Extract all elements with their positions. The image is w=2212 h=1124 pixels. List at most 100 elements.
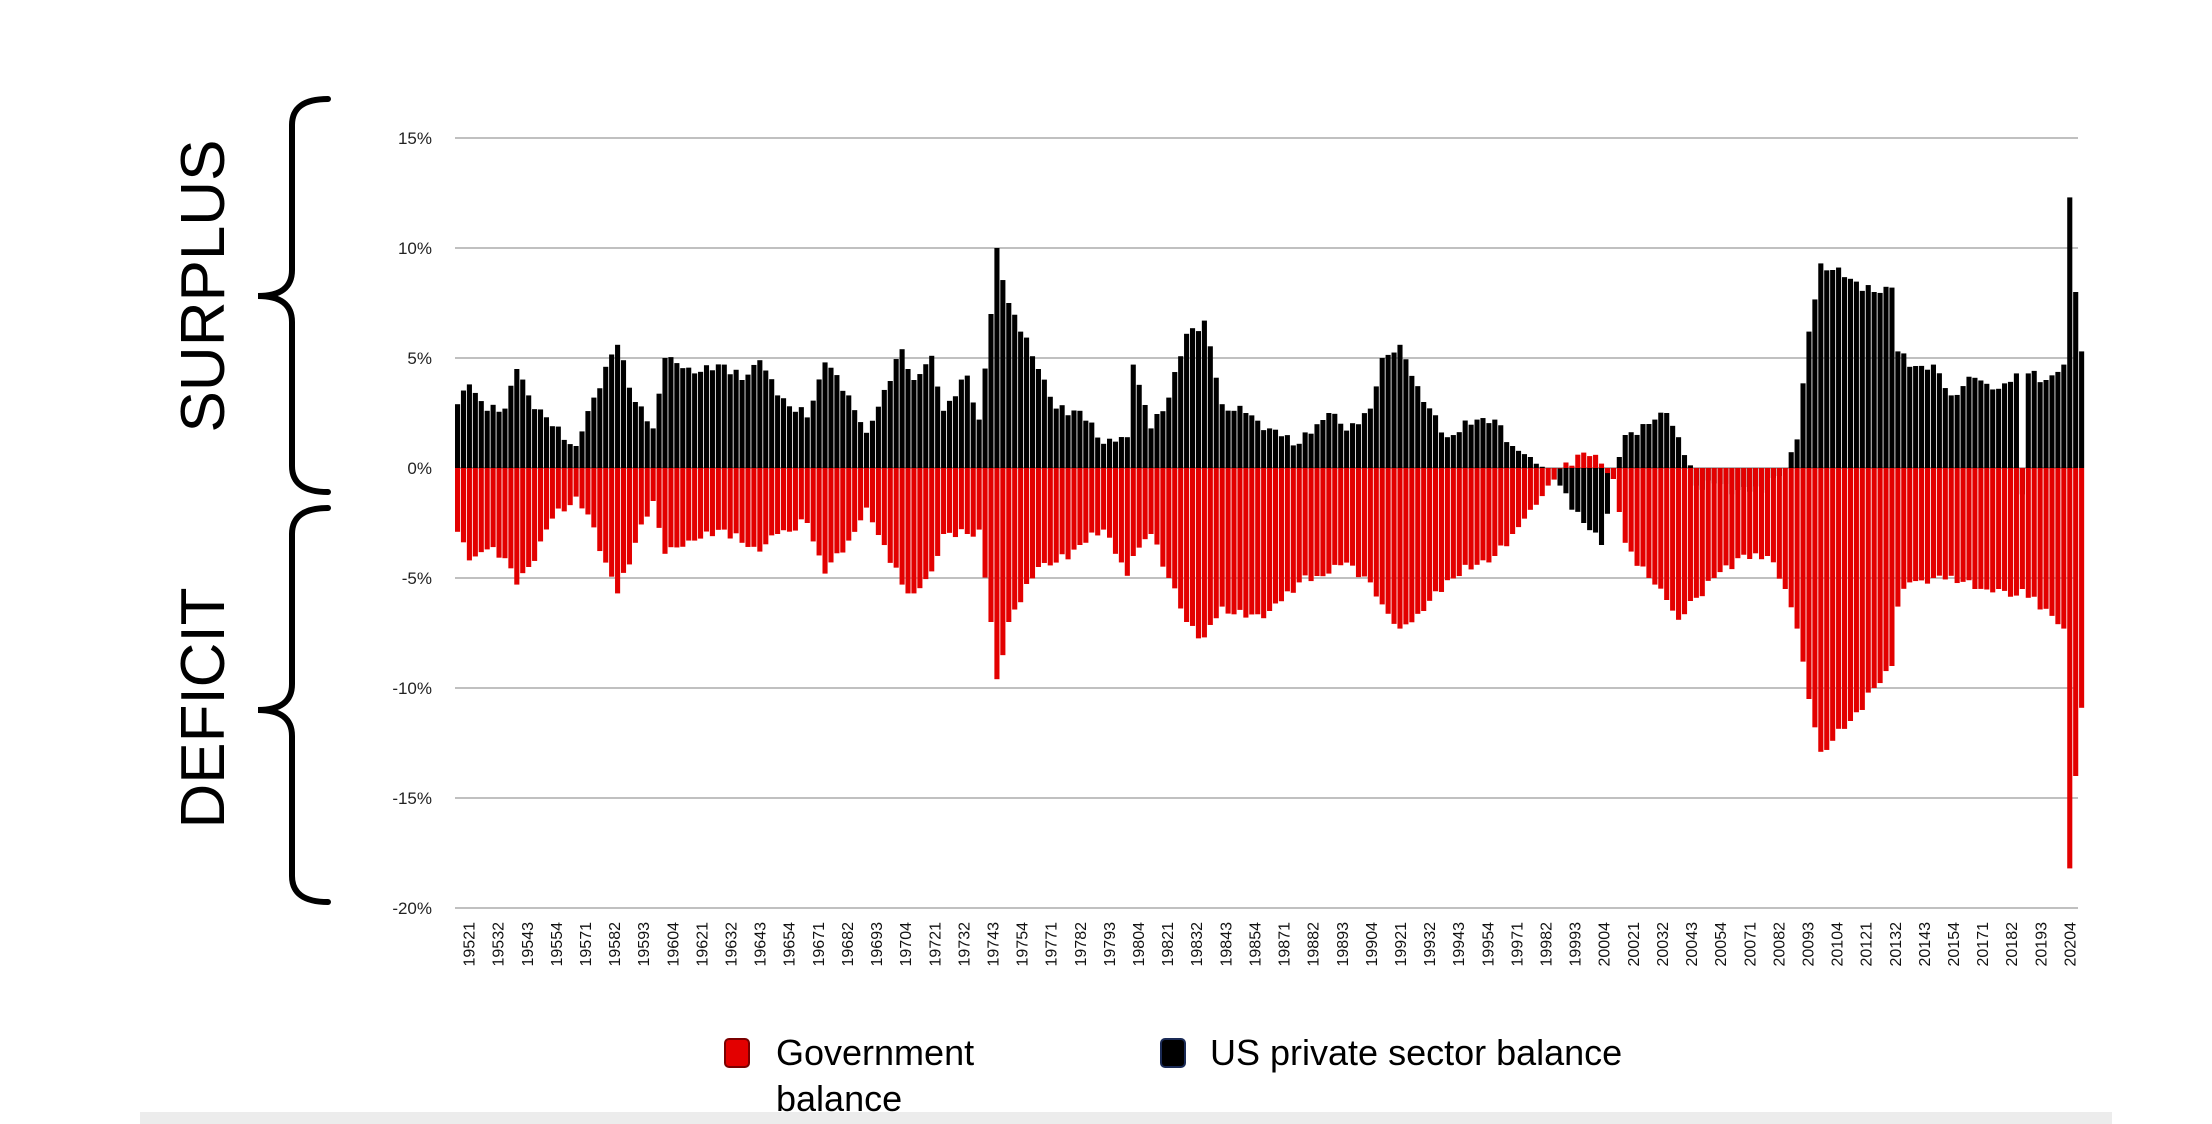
private-balance-bar — [549, 426, 555, 468]
private-balance-bar — [1676, 437, 1682, 468]
x-tick-label: 20104 — [1830, 922, 1847, 967]
government-balance-bar — [976, 468, 982, 530]
x-tick-label: 19671 — [811, 922, 828, 967]
private-balance-bar — [2025, 373, 2031, 468]
government-balance-bar — [1029, 468, 1036, 579]
private-balance-bar — [644, 421, 650, 468]
private-balance-bar — [905, 369, 911, 468]
government-balance-bar — [1847, 468, 1854, 721]
government-balance-bar — [2007, 468, 2014, 597]
private-balance-bar — [1344, 430, 1350, 468]
government-balance-bar — [1112, 468, 1119, 554]
government-balance-bar — [775, 468, 781, 534]
private-balance-bar — [1557, 468, 1563, 486]
private-balance-bar — [555, 426, 561, 468]
private-balance-bar — [1012, 314, 1018, 468]
government-balance-bar — [1557, 468, 1563, 469]
private-balance-bar — [1071, 410, 1077, 468]
private-balance-bar — [1521, 454, 1528, 468]
x-tick-label: 19732 — [956, 922, 973, 967]
government-balance-bar — [1077, 468, 1083, 545]
private-balance-bar — [1195, 331, 1202, 468]
private-balance-bar — [816, 379, 822, 468]
government-balance-bar — [2067, 468, 2073, 869]
private-balance-bar — [1237, 405, 1243, 468]
private-balance-bar — [1397, 344, 1403, 468]
x-tick-label: 19782 — [1073, 922, 1090, 967]
private-balance-bar — [1468, 424, 1474, 468]
government-balance-bar — [970, 468, 976, 537]
government-balance-bar — [1237, 468, 1243, 610]
private-balance-bar — [1930, 364, 1936, 468]
private-balance-bar — [537, 409, 544, 468]
private-balance-bar — [1047, 396, 1053, 468]
private-balance-bar — [1284, 435, 1290, 468]
government-balance-bar — [626, 468, 632, 565]
private-balance-bar — [591, 397, 597, 468]
government-balance-bar — [502, 468, 508, 559]
private-balance-bar — [1527, 457, 1533, 468]
government-balance-bar — [514, 468, 520, 585]
private-balance-bar — [1225, 410, 1231, 468]
y-tick-label: 5% — [407, 349, 432, 368]
x-tick-label: 19743 — [986, 922, 1003, 967]
government-balance-bar — [1581, 452, 1587, 468]
government-balance-bar — [1705, 468, 1711, 581]
government-balance-bar — [1527, 468, 1533, 510]
government-balance-bar — [1818, 468, 1824, 752]
x-tick-label: 20004 — [1597, 922, 1614, 967]
x-tick-label: 20054 — [1713, 922, 1730, 967]
private-balance-bar — [1385, 354, 1391, 468]
government-balance-bar — [1996, 468, 2002, 589]
private-balance-bar — [490, 404, 496, 468]
government-balance-bar — [1871, 468, 1877, 688]
private-balance-bar — [455, 404, 461, 468]
private-balance-bar — [1859, 290, 1865, 468]
government-balance-bar — [1035, 468, 1041, 567]
government-balance-bar — [555, 468, 561, 509]
government-balance-bar — [1919, 468, 1925, 581]
government-balance-bar — [1664, 468, 1670, 600]
government-balance-bar — [1658, 468, 1664, 589]
x-tick-label: 20154 — [1946, 922, 1963, 967]
private-balance-bar — [1806, 331, 1812, 468]
x-tick-label: 19521 — [462, 922, 479, 967]
private-balance-bar — [1681, 455, 1688, 468]
government-balance-bar — [1338, 468, 1344, 566]
private-balance-bar — [852, 410, 858, 468]
government-balance-bar — [1913, 468, 1919, 582]
government-balance-bar — [1361, 468, 1367, 577]
government-balance-bar — [2043, 468, 2049, 609]
private-balance-bar — [733, 369, 739, 468]
government-balance-bar — [1753, 468, 1759, 554]
private-balance-bar — [1972, 377, 1978, 468]
government-balance-bar — [1504, 468, 1510, 547]
x-tick-label: 19921 — [1393, 922, 1410, 967]
private-balance-bar — [1444, 437, 1450, 468]
private-balance-bar — [1107, 438, 1113, 468]
government-balance-bar — [490, 468, 496, 548]
private-balance-bar — [1130, 364, 1136, 468]
government-balance-bar — [1308, 468, 1314, 582]
y-tick-label: 10% — [398, 239, 432, 258]
x-tick-label: 19793 — [1102, 922, 1119, 967]
private-balance-bar — [1314, 424, 1320, 468]
surplus-brace — [257, 96, 331, 495]
private-balance-bar — [514, 369, 520, 468]
government-balance-bar — [579, 468, 585, 509]
private-balance-bar — [1456, 432, 1462, 468]
private-balance-bar — [1498, 425, 1504, 468]
government-balance-bar — [1089, 468, 1095, 533]
government-balance-bar — [638, 468, 644, 525]
private-balance-bar — [1302, 432, 1308, 468]
x-tick-label: 19654 — [782, 922, 799, 967]
government-balance-bar — [1587, 456, 1593, 468]
x-tick-label: 19882 — [1306, 922, 1323, 967]
government-balance-bar — [1053, 468, 1059, 563]
government-balance-bar — [1741, 468, 1747, 555]
private-balance-bar — [632, 402, 638, 468]
private-balance-bar — [1249, 415, 1255, 468]
private-balance-bar — [1871, 292, 1877, 468]
government-balance-bar — [1676, 468, 1682, 620]
private-balance-bar — [1332, 413, 1338, 468]
